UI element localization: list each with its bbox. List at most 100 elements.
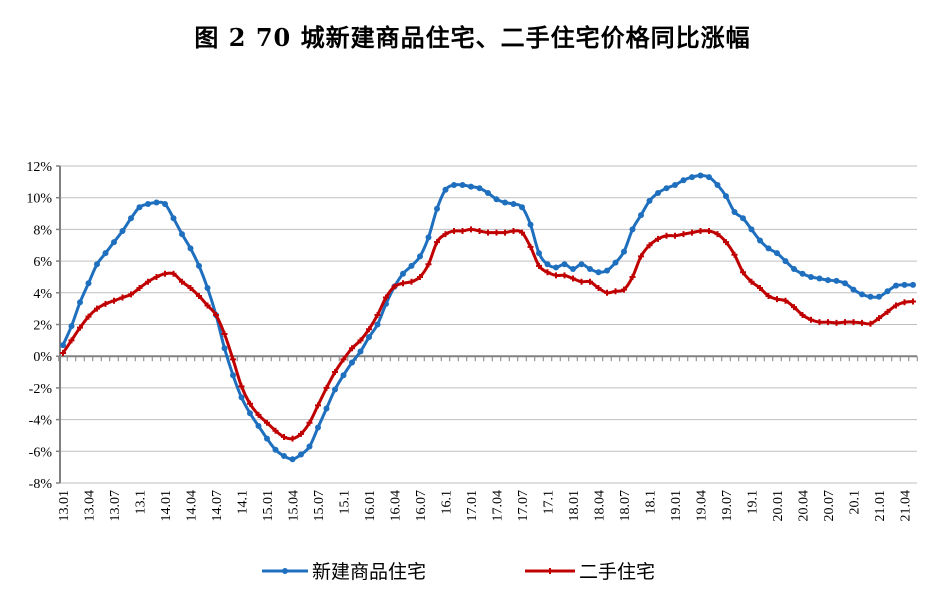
data-point <box>697 172 704 179</box>
data-point <box>94 305 100 312</box>
data-point <box>731 208 738 215</box>
data-point <box>757 285 763 292</box>
data-point <box>604 267 610 274</box>
x-tick-label: 20.1 <box>848 490 863 515</box>
data-point <box>255 411 262 418</box>
legend: 新建商品住宅 二手住宅 <box>262 561 655 583</box>
data-point <box>519 204 525 211</box>
data-point <box>765 292 772 299</box>
x-tick-label: 21.01 <box>873 490 888 522</box>
data-point <box>910 298 916 305</box>
data-point <box>893 302 899 309</box>
data-point <box>510 227 517 234</box>
data-point <box>60 342 66 349</box>
x-tick-label: 17.1 <box>542 490 557 515</box>
data-point <box>782 258 789 265</box>
x-tick-label: 15.07 <box>312 490 327 522</box>
data-point <box>706 227 712 234</box>
data-point <box>587 278 593 285</box>
data-point <box>604 289 610 296</box>
x-tick-label: 15.01 <box>261 490 276 522</box>
data-point <box>621 248 627 255</box>
data-point <box>281 434 287 441</box>
data-point <box>816 319 823 326</box>
data-point <box>434 239 440 246</box>
data-point <box>468 183 474 190</box>
data-point <box>536 250 542 257</box>
x-tick-label: 14.04 <box>185 490 200 522</box>
data-point <box>757 237 763 244</box>
data-point <box>493 229 500 236</box>
data-point <box>459 182 466 189</box>
data-point <box>493 196 500 203</box>
data-point <box>196 292 202 299</box>
data-point <box>94 261 100 268</box>
data-point <box>196 262 202 269</box>
data-point <box>332 369 338 376</box>
data-point <box>85 280 92 287</box>
data-point <box>476 185 483 192</box>
data-point <box>153 273 160 280</box>
x-tick-label: 14.01 <box>159 490 174 522</box>
data-point <box>374 311 381 318</box>
y-tick-label: -6% <box>29 445 53 460</box>
data-point <box>544 261 551 268</box>
y-tick-label: 0% <box>33 350 52 365</box>
data-point <box>298 430 304 437</box>
data-point <box>672 182 678 189</box>
data-point <box>765 245 772 252</box>
data-point <box>204 302 211 309</box>
data-point <box>332 386 338 393</box>
data-point <box>842 280 848 287</box>
legend-item: 二手住宅 <box>525 561 655 583</box>
data-point <box>77 299 83 306</box>
x-tick-label: 16.01 <box>363 490 378 522</box>
data-point <box>867 320 874 327</box>
data-point <box>714 182 721 189</box>
data-point <box>706 174 712 181</box>
data-point <box>485 189 491 196</box>
series-new-homes <box>60 172 916 463</box>
x-tick-label: 19.04 <box>695 490 710 522</box>
x-tick-label: 13.1 <box>134 490 149 515</box>
data-point <box>230 372 236 379</box>
x-tick-label: 16.07 <box>414 490 429 522</box>
data-point <box>638 253 644 260</box>
data-point <box>621 286 627 293</box>
data-point <box>221 345 228 352</box>
data-point <box>672 232 678 239</box>
data-point <box>247 410 253 417</box>
data-point <box>306 443 313 450</box>
data-point <box>723 193 729 200</box>
data-point <box>867 293 874 300</box>
data-point <box>833 277 840 284</box>
x-tick-label: 14.1 <box>236 490 251 515</box>
data-point <box>595 269 602 276</box>
x-tick-label: 18.1 <box>644 490 659 515</box>
x-tick-label: 21.04 <box>899 490 914 522</box>
data-point <box>876 293 882 300</box>
data-point <box>655 189 661 196</box>
data-point <box>289 456 296 463</box>
data-point <box>417 253 423 260</box>
data-point <box>544 269 551 276</box>
data-point <box>850 286 857 293</box>
data-point <box>646 197 653 204</box>
data-point <box>782 297 789 304</box>
data-point <box>408 262 415 269</box>
data-point <box>315 424 321 431</box>
data-point <box>298 451 304 458</box>
data-point <box>850 319 857 326</box>
data-point <box>638 212 644 219</box>
data-point <box>774 296 780 303</box>
data-point <box>791 266 797 273</box>
data-point <box>230 356 236 363</box>
data-point <box>425 261 432 268</box>
y-tick-label: 12% <box>26 160 52 175</box>
data-point <box>689 229 695 236</box>
data-point <box>799 270 806 277</box>
data-point <box>264 435 270 442</box>
data-point <box>646 242 653 249</box>
data-point <box>476 227 483 234</box>
